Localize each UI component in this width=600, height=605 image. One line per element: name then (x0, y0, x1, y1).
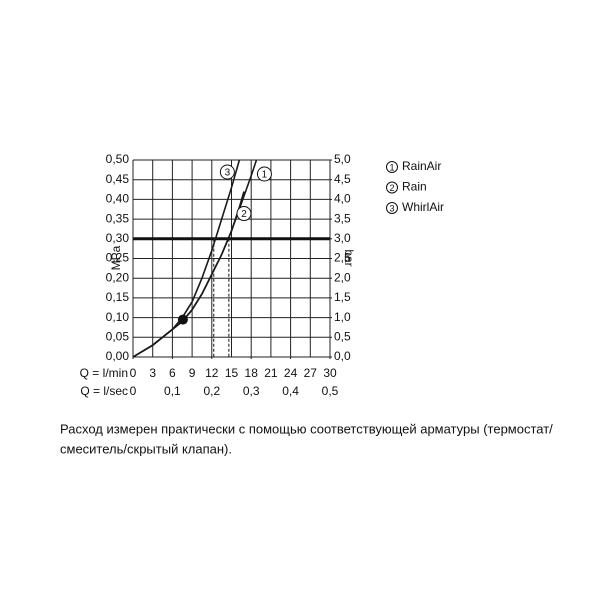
x2-tick-label: 0,1 (164, 384, 181, 398)
x-tick-label: 6 (169, 366, 176, 380)
y2-tick-label: 0,0 (334, 349, 351, 363)
y2-tick-label: 3,0 (334, 231, 351, 245)
y-tick-label: 0,40 (106, 192, 130, 206)
curve (132, 159, 241, 358)
legend-symbol-label: 1 (389, 162, 394, 172)
curve-label: 1 (262, 170, 268, 181)
curve-label-circle (256, 166, 272, 182)
y2-tick-label: 5,0 (334, 152, 351, 166)
x2-tick-label: 0,3 (243, 384, 260, 398)
x-tick-label: 24 (284, 366, 298, 380)
curve-label-circle (236, 206, 252, 222)
legend-label: WhirlAir (402, 200, 444, 214)
y2-tick-label: 4,0 (334, 192, 351, 206)
legend-label: RainAir (402, 159, 441, 173)
y-tick-label: 0,05 (106, 329, 130, 343)
x2-tick-label: 0,5 (322, 384, 339, 398)
legend-symbol-label: 3 (389, 203, 394, 213)
y2-tick-label: 3,5 (334, 211, 351, 225)
y2-axis-label: bar (342, 249, 356, 266)
legend-symbol (386, 181, 398, 194)
x-tick-label: 21 (264, 366, 278, 380)
y2-tick-label: 2,5 (334, 251, 351, 265)
legend-symbol (386, 202, 398, 214)
x-tick-label: 18 (245, 366, 259, 380)
y-tick-label: 0,20 (106, 270, 130, 284)
point (177, 314, 188, 325)
note: смеситель/скрытый клапан). (60, 441, 232, 456)
x-tick-label: 12 (205, 366, 219, 380)
x-axis-label: Q = l/min (80, 366, 128, 380)
y-tick-label: 0,10 (106, 310, 130, 324)
legend-symbol (386, 161, 398, 173)
x-tick-label: 15 (225, 366, 239, 380)
x2-axis-label: Q = l/sec (80, 384, 128, 398)
legend-symbol-label: 2 (389, 183, 394, 193)
x2-tick-label: 0 (130, 384, 137, 398)
note: Расход измерен практически с помощью соо… (60, 421, 553, 436)
y-tick-label: 0,45 (106, 172, 130, 186)
x-tick-label: 30 (323, 366, 337, 380)
y-axis-label: MPa (109, 245, 123, 270)
x-tick-label: 3 (149, 366, 156, 380)
curve (132, 191, 245, 358)
y-tick-label: 0,00 (106, 349, 130, 363)
y-tick-label: 0,15 (106, 290, 130, 304)
curve-label: 3 (225, 168, 231, 179)
y2-tick-label: 0,5 (334, 329, 351, 343)
y-tick-label: 0,35 (106, 211, 130, 225)
x-tick-label: 9 (189, 366, 196, 380)
curve-label: 2 (241, 209, 247, 220)
curve-label-circle (219, 164, 235, 180)
x-tick-label: 0 (130, 366, 137, 380)
y2-tick-label: 1,0 (334, 310, 351, 324)
y2-tick-label: 1,5 (334, 290, 351, 304)
y2-tick-label: 2,0 (334, 270, 351, 284)
y-tick-label: 0,25 (106, 251, 130, 265)
x2-tick-label: 0,4 (282, 384, 299, 398)
y-tick-label: 0,30 (106, 231, 130, 245)
y-tick-label: 0,50 (106, 152, 130, 166)
x-tick-label: 27 (304, 366, 318, 380)
x2-tick-label: 0,2 (203, 384, 220, 398)
y2-tick-label: 4,5 (334, 172, 351, 186)
legend-label: Rain (402, 180, 427, 194)
